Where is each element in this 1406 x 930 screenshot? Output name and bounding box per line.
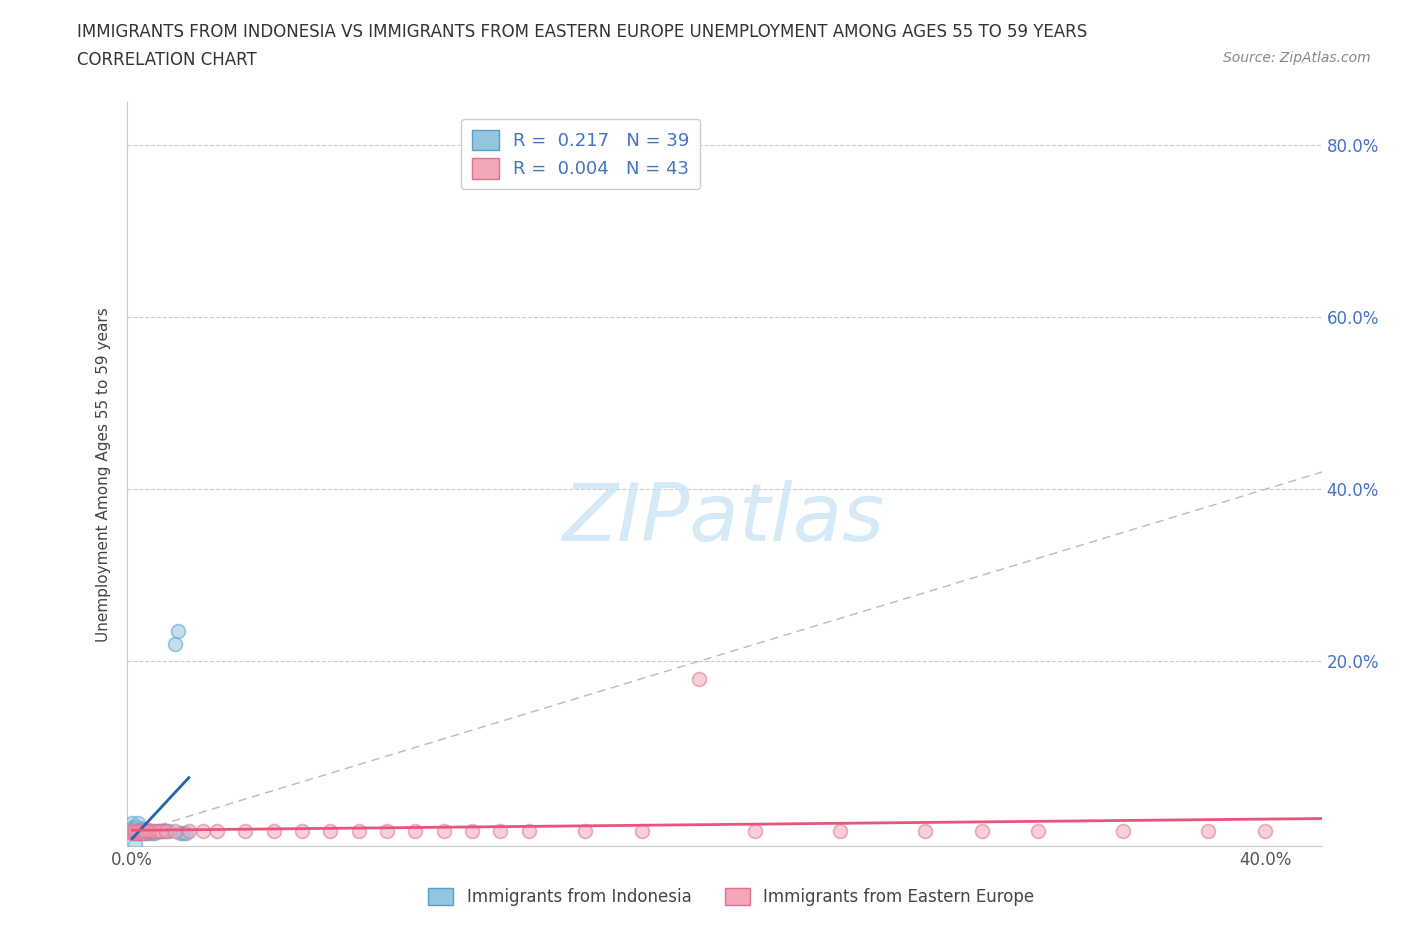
Point — [129, 823, 152, 838]
Point — [132, 823, 155, 838]
Point — [489, 823, 512, 838]
Point — [347, 823, 370, 838]
Point — [124, 826, 146, 841]
Text: IMMIGRANTS FROM INDONESIA VS IMMIGRANTS FROM EASTERN EUROPE UNEMPLOYMENT AMONG A: IMMIGRANTS FROM INDONESIA VS IMMIGRANTS … — [77, 23, 1088, 41]
Point — [152, 823, 174, 838]
Point — [121, 816, 143, 830]
Point — [127, 819, 149, 834]
Point — [127, 816, 149, 830]
Point — [574, 823, 596, 838]
Legend: Immigrants from Indonesia, Immigrants from Eastern Europe: Immigrants from Indonesia, Immigrants fr… — [422, 881, 1040, 912]
Point — [129, 826, 152, 841]
Point — [135, 826, 157, 841]
Point — [121, 826, 143, 841]
Point — [433, 823, 456, 838]
Point — [631, 823, 654, 838]
Text: ZIPatlas: ZIPatlas — [562, 480, 886, 558]
Legend: R =  0.217   N = 39, R =  0.004   N = 43: R = 0.217 N = 39, R = 0.004 N = 43 — [461, 119, 700, 190]
Point — [970, 823, 993, 838]
Point — [146, 823, 169, 838]
Point — [135, 822, 157, 837]
Point — [404, 823, 426, 838]
Point — [124, 819, 146, 834]
Point — [124, 836, 146, 851]
Point — [132, 826, 155, 841]
Point — [141, 823, 163, 838]
Point — [149, 823, 172, 838]
Point — [124, 823, 146, 838]
Point — [132, 826, 155, 841]
Point — [1028, 823, 1050, 838]
Point — [138, 823, 160, 838]
Point — [135, 823, 157, 838]
Point — [914, 823, 936, 838]
Point — [688, 671, 710, 686]
Point — [263, 823, 285, 838]
Point — [127, 826, 149, 841]
Point — [141, 823, 163, 838]
Point — [155, 823, 177, 838]
Point — [127, 826, 149, 841]
Point — [744, 823, 766, 838]
Point — [155, 823, 177, 838]
Text: CORRELATION CHART: CORRELATION CHART — [77, 51, 257, 69]
Point — [141, 826, 163, 841]
Point — [375, 823, 398, 838]
Point — [127, 823, 149, 838]
Point — [319, 823, 342, 838]
Point — [1112, 823, 1135, 838]
Point — [129, 826, 152, 841]
Point — [121, 819, 143, 834]
Point — [121, 826, 143, 841]
Point — [143, 826, 166, 841]
Point — [127, 822, 149, 837]
Point — [174, 826, 197, 841]
Point — [138, 823, 160, 838]
Y-axis label: Unemployment Among Ages 55 to 59 years: Unemployment Among Ages 55 to 59 years — [96, 307, 111, 642]
Point — [124, 823, 146, 838]
Point — [1254, 823, 1277, 838]
Point — [127, 826, 149, 841]
Point — [166, 624, 188, 639]
Point — [121, 823, 143, 838]
Point — [163, 823, 186, 838]
Point — [177, 823, 200, 838]
Point — [132, 823, 155, 838]
Point — [127, 823, 149, 838]
Point — [1197, 823, 1219, 838]
Point — [149, 823, 172, 838]
Point — [461, 823, 484, 838]
Point — [143, 823, 166, 838]
Point — [191, 823, 214, 838]
Point — [830, 823, 852, 838]
Point — [517, 823, 540, 838]
Point — [124, 822, 146, 837]
Point — [169, 826, 191, 841]
Point — [172, 826, 194, 841]
Point — [235, 823, 257, 838]
Point — [205, 823, 228, 838]
Point — [129, 823, 152, 838]
Point — [121, 822, 143, 837]
Point — [138, 826, 160, 841]
Point — [124, 826, 146, 841]
Point — [121, 823, 143, 838]
Point — [163, 637, 186, 652]
Point — [135, 823, 157, 838]
Point — [129, 822, 152, 837]
Point — [157, 823, 180, 838]
Text: Source: ZipAtlas.com: Source: ZipAtlas.com — [1223, 51, 1371, 65]
Point — [291, 823, 314, 838]
Point — [146, 823, 169, 838]
